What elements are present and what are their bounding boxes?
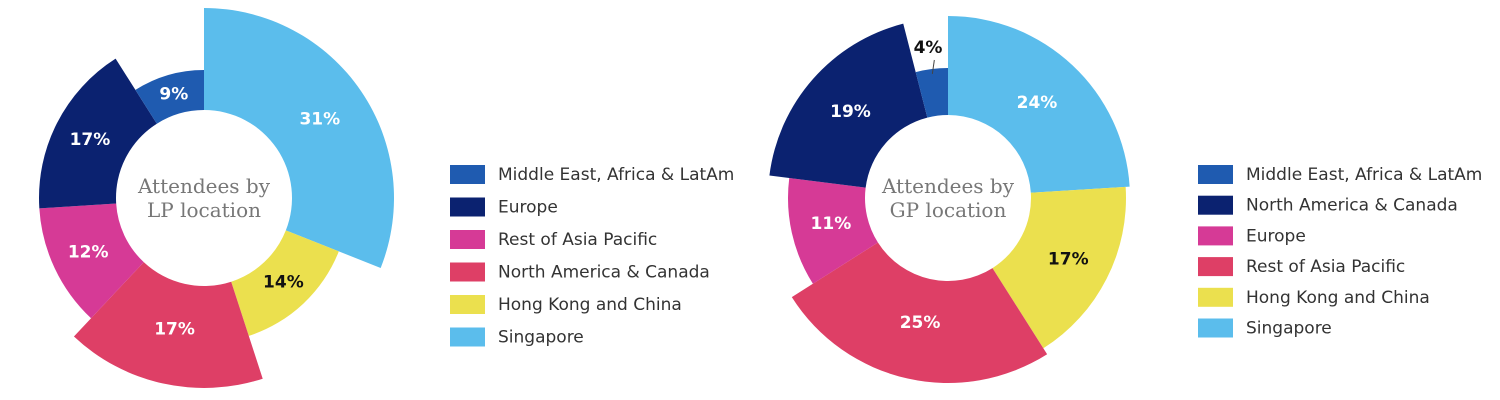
legend-label: Europe [498, 198, 558, 218]
legend-label: Singapore [1246, 319, 1332, 339]
slice-hong-kong-and-china [992, 186, 1127, 349]
legend-swatch [450, 327, 485, 347]
legend-swatch [450, 197, 485, 217]
slice-rest-of-asia-pacific [39, 203, 144, 319]
slice-singapore [948, 16, 1130, 193]
legend-label: North America & Canada [1246, 196, 1458, 216]
slice-value-label: 4% [914, 38, 943, 58]
slice-north-america-canada [73, 262, 263, 388]
legend-swatch [1198, 257, 1233, 277]
legend-label: Hong Kong and China [498, 295, 682, 315]
slice-value-label: 17% [154, 320, 195, 340]
slice-value-label: 9% [159, 84, 188, 104]
legend-swatch [1198, 318, 1233, 338]
legend-swatch [1198, 195, 1233, 215]
legend-swatch [450, 295, 485, 314]
slice-value-label: 12% [68, 242, 109, 262]
legend-label: Rest of Asia Pacific [1246, 257, 1405, 277]
legend-label: Europe [1246, 226, 1306, 246]
slice-value-label: 31% [299, 109, 340, 129]
legend-label: Middle East, Africa & LatAm [1246, 165, 1482, 185]
legend-swatch [1198, 226, 1233, 246]
legend-swatch [450, 262, 485, 282]
center-title-line: Attendees by [881, 174, 1015, 198]
legend-label: Rest of Asia Pacific [498, 230, 657, 250]
leader-line [931, 59, 935, 75]
slice-value-label: 25% [900, 313, 941, 333]
slice-singapore [204, 8, 394, 268]
slice-value-label: 14% [263, 273, 304, 293]
slice-europe [788, 177, 878, 284]
slice-value-label: 19% [830, 102, 871, 122]
slice-middle-east-africa-latam [135, 70, 204, 124]
legend-2: Middle East, Africa & LatAm North America… [1198, 165, 1482, 339]
legend-swatch [1198, 165, 1233, 184]
center-title-line: GP location [890, 198, 1007, 222]
center-title-line: LP location [147, 198, 261, 222]
legend-swatch [1198, 287, 1233, 307]
legend-label: Middle East, Africa & LatAm [498, 165, 734, 185]
slice-hong-kong-and-china [231, 230, 339, 336]
legend-swatch [450, 230, 485, 249]
legend-label: North America & Canada [498, 263, 710, 283]
center-title-line: Attendees by [137, 174, 271, 198]
slice-value-label: 11% [811, 214, 852, 234]
slice-middle-east-africa-latam [915, 68, 948, 118]
legend-label: Hong Kong and China [1246, 288, 1430, 308]
legend-swatch [450, 165, 485, 184]
slice-rest-of-asia-pacific [791, 242, 1048, 383]
slice-north-america-canada [769, 23, 928, 188]
slice-value-label: 17% [1048, 249, 1089, 269]
slice-europe [39, 58, 157, 209]
legend-label: Singapore [498, 328, 584, 348]
slice-value-label: 17% [70, 130, 111, 150]
slice-value-label: 24% [1017, 93, 1058, 113]
legend-1: Middle East, Africa & LatAm Europe Rest of… [450, 165, 734, 348]
